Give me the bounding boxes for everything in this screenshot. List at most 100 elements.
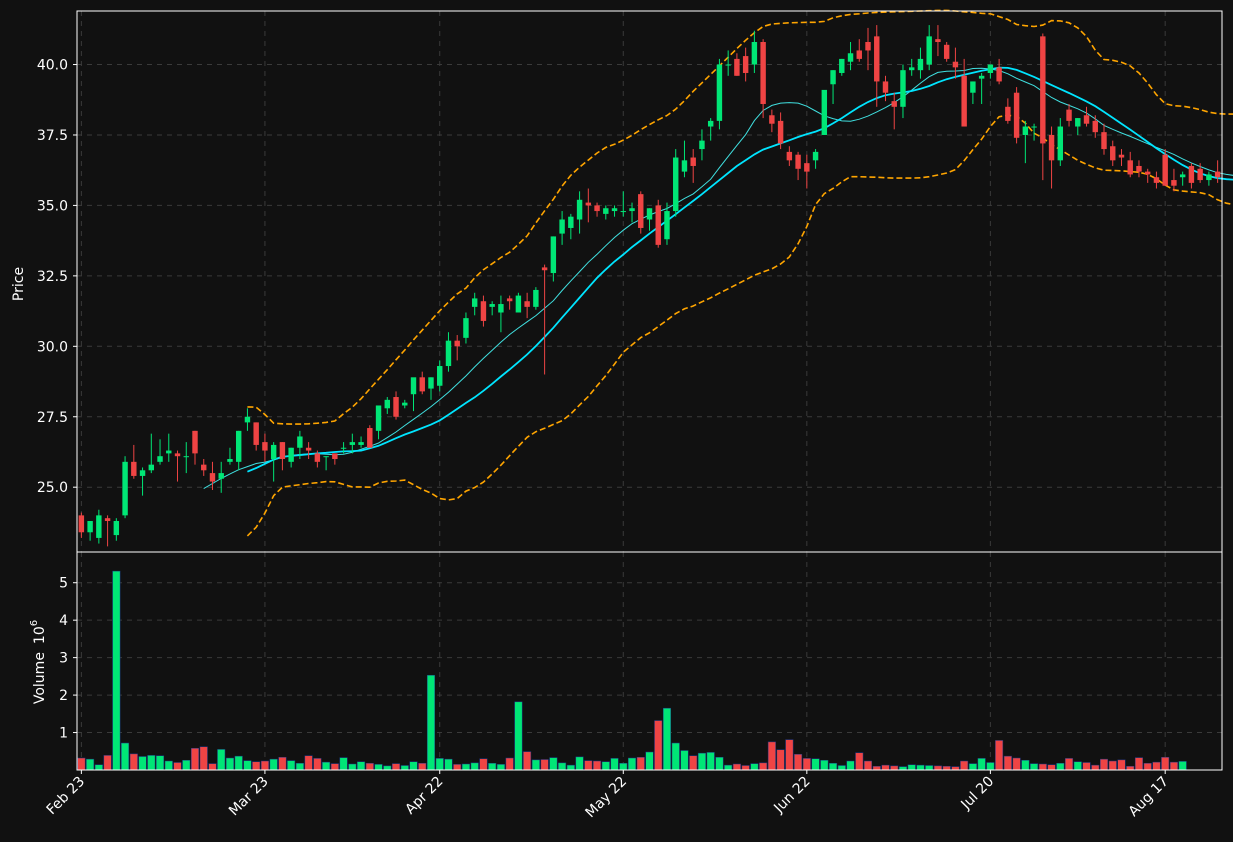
volume-y-axis: 1 2 3 4 5 — [59, 576, 77, 742]
candle-body — [332, 453, 338, 460]
volume-bar — [977, 758, 986, 771]
volume-bar — [916, 764, 925, 771]
candle-body — [297, 436, 303, 448]
volume-bar — [654, 720, 663, 771]
price-tick-label: 40.0 — [37, 58, 68, 74]
candle-body — [445, 340, 452, 367]
volume-bar — [1047, 764, 1056, 771]
volume-bar — [348, 763, 357, 771]
candle-body — [1144, 171, 1151, 175]
candle-body — [559, 219, 565, 234]
volume-bar — [986, 762, 995, 771]
volume-bar — [418, 763, 427, 771]
candle-body — [847, 53, 854, 62]
candle-body — [1040, 36, 1046, 144]
volume-bar — [365, 763, 374, 771]
volume-bar — [339, 757, 348, 771]
volume-bar — [951, 766, 960, 771]
volume-bar — [514, 701, 523, 771]
candle-body — [437, 366, 443, 386]
volume-bar — [697, 752, 706, 771]
candle-body — [131, 461, 137, 476]
volume-bar — [287, 760, 296, 771]
candle-body — [1057, 126, 1064, 161]
candle-body — [620, 211, 626, 213]
volume-bar — [636, 757, 645, 771]
volume-bar — [1030, 763, 1039, 771]
candle-body — [288, 447, 294, 462]
volume-bar — [330, 763, 339, 771]
candle-body — [384, 399, 390, 409]
candle-body — [78, 515, 85, 533]
volume-bar — [776, 749, 785, 771]
volume-bar — [925, 765, 934, 771]
volume-bar — [584, 760, 593, 771]
candle-body — [489, 304, 495, 307]
candle-body — [769, 115, 775, 124]
candle-body — [174, 453, 181, 457]
volume-bar — [444, 758, 453, 771]
volume-bar — [234, 755, 243, 771]
volume-bar — [470, 762, 479, 771]
candle-body — [122, 461, 128, 516]
volume-bar — [960, 760, 969, 771]
volume-bar — [479, 758, 488, 771]
volume-bar — [77, 757, 86, 771]
volume-bar — [199, 746, 208, 771]
volume-panel-frame — [76, 551, 1223, 771]
volume-bar — [112, 570, 121, 771]
candle-body — [830, 70, 836, 85]
candle-body — [1075, 118, 1081, 127]
candle-body — [375, 405, 382, 431]
volume-bar — [496, 764, 505, 771]
candle-body — [305, 447, 312, 451]
volume-bar — [295, 763, 304, 771]
volume-bar — [741, 765, 750, 771]
volume-bar — [732, 763, 741, 771]
volume-bar — [523, 751, 532, 771]
volume-bar — [1126, 766, 1135, 771]
candle-body — [1092, 120, 1098, 133]
candle-body — [218, 473, 224, 479]
volume-bar — [260, 760, 269, 771]
price-axis-label: Price — [11, 267, 27, 301]
candle-body — [524, 301, 530, 307]
candle-body — [1214, 171, 1221, 178]
volume-bar — [129, 753, 138, 771]
volume-bar — [383, 765, 392, 771]
candle-body — [192, 430, 198, 454]
price-tick-label: 32.5 — [37, 269, 68, 285]
volume-bar — [505, 757, 514, 771]
candle-body — [742, 56, 749, 73]
candle-body — [96, 515, 102, 538]
volume-bar — [785, 739, 794, 771]
candle-body — [244, 416, 251, 423]
volume-bar — [1169, 761, 1178, 771]
volume-axis-label: Volume 106 — [29, 620, 48, 704]
candle-body — [1136, 165, 1142, 172]
volume-bar — [156, 755, 165, 771]
candle-body — [987, 64, 994, 73]
volume-axis-exponent: 6 — [29, 620, 40, 626]
candle-body — [323, 456, 329, 458]
candle-body — [1048, 134, 1055, 161]
moving-average-fast-line — [203, 67, 1233, 490]
candle-body — [1197, 168, 1203, 181]
volume-bar — [531, 759, 540, 771]
candle-body — [358, 442, 364, 445]
candle-body — [367, 428, 373, 448]
candle-body — [978, 75, 985, 79]
volume-bar — [890, 765, 899, 771]
volume-bar — [995, 740, 1004, 771]
volume-bar — [488, 763, 497, 771]
volume-bar — [628, 757, 637, 771]
candle-body — [795, 154, 801, 169]
candle-body — [498, 304, 504, 313]
volume-bar — [724, 764, 733, 771]
candle-body — [209, 473, 216, 482]
volume-bar — [671, 742, 680, 771]
volume-bar — [715, 757, 724, 771]
candle-body — [1022, 126, 1029, 135]
volume-bar — [313, 758, 322, 771]
